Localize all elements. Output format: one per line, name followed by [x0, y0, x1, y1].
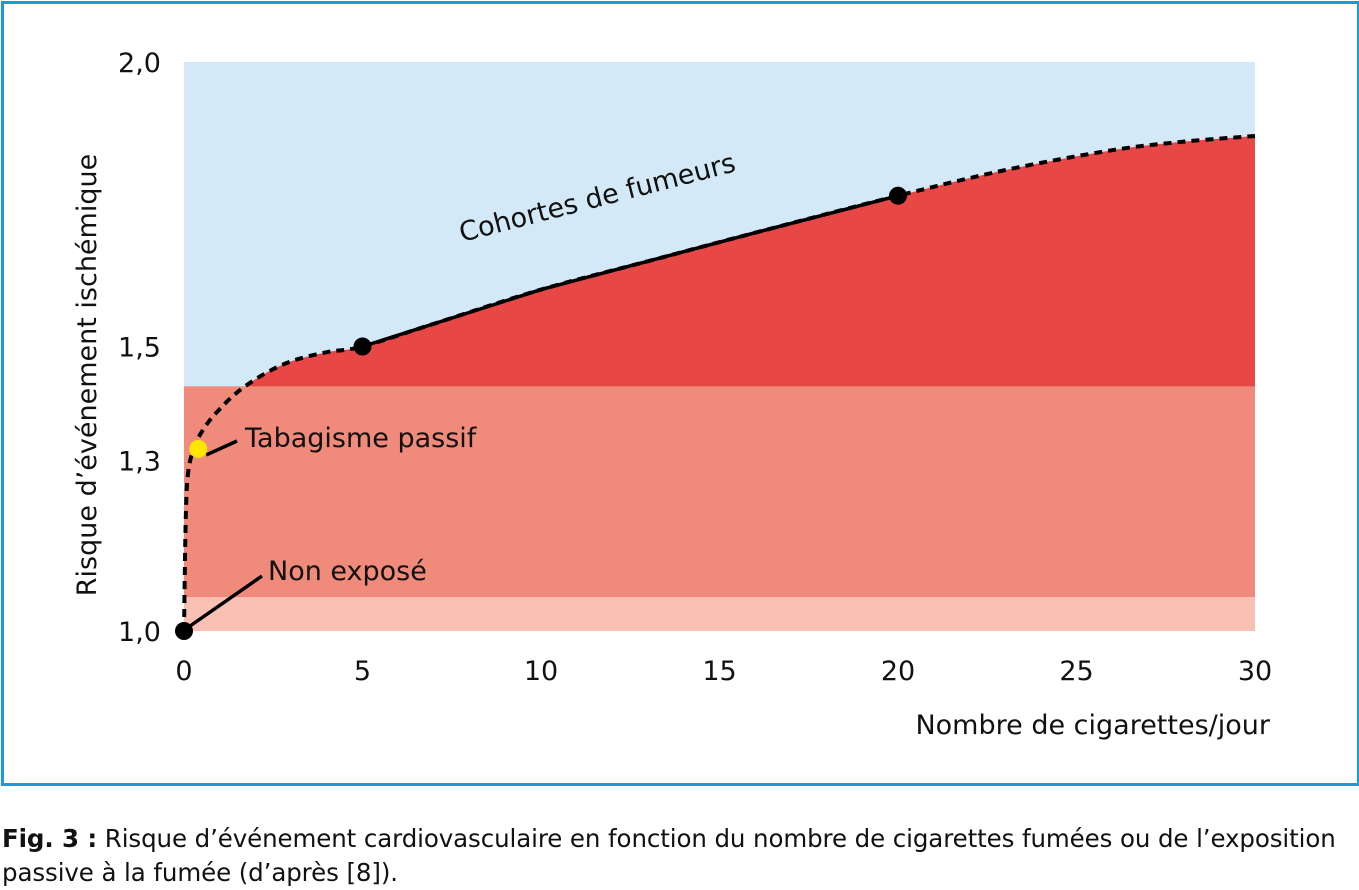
- y-tick-label: 1,5: [118, 333, 161, 364]
- risk-curve-dashed: [182, 133, 1256, 632]
- x-tick-label: 30: [1238, 656, 1272, 687]
- x-tick-label: 0: [175, 656, 192, 687]
- y-tick-label: 2,0: [118, 48, 161, 79]
- data-point-1: [189, 439, 208, 458]
- x-tick-label: 20: [881, 656, 915, 687]
- x-axis-label: Nombre de cigarettes/jour: [915, 710, 1270, 741]
- data-point-2: [353, 337, 372, 356]
- leader-not-exposed: [189, 574, 263, 628]
- y-axis-label: Risque d’événement ischémique: [72, 154, 103, 596]
- x-tick-label: 10: [524, 656, 558, 687]
- data-point-3: [889, 186, 907, 205]
- x-tick-label: 25: [1059, 656, 1093, 687]
- annotation-leaders: [189, 439, 263, 628]
- data-points: [175, 186, 907, 640]
- risk-chart: 1,0 1,3 1,5 2,0 0 5 10 15 20 25 30 Nombre de ciga…: [72, 48, 1272, 741]
- y-tick-label: 1,3: [118, 446, 161, 477]
- leader-passive-smoking: [205, 439, 238, 457]
- caption-text: Risque d’événement cardiovasculaire en f…: [2, 824, 1336, 887]
- annotation-not-exposed: Non exposé: [268, 556, 427, 587]
- x-tick-label: 5: [354, 656, 371, 687]
- passive-smoking-band: [184, 386, 1255, 597]
- y-axis-ticks: 1,0 1,3 1,5 2,0: [118, 48, 161, 648]
- data-point-0: [175, 622, 193, 640]
- y-tick-label: 1,0: [118, 617, 161, 648]
- figure-label: Fig. 3 :: [2, 824, 98, 853]
- x-tick-label: 15: [702, 656, 736, 687]
- x-axis-ticks: 0 5 10 15 20 25 30: [175, 656, 1272, 687]
- figure-caption: Fig. 3 : Risque d’événement cardiovascul…: [2, 822, 1357, 890]
- unexposed-band: [184, 596, 1255, 631]
- annotation-passive-smoking: Tabagisme passif: [244, 423, 478, 454]
